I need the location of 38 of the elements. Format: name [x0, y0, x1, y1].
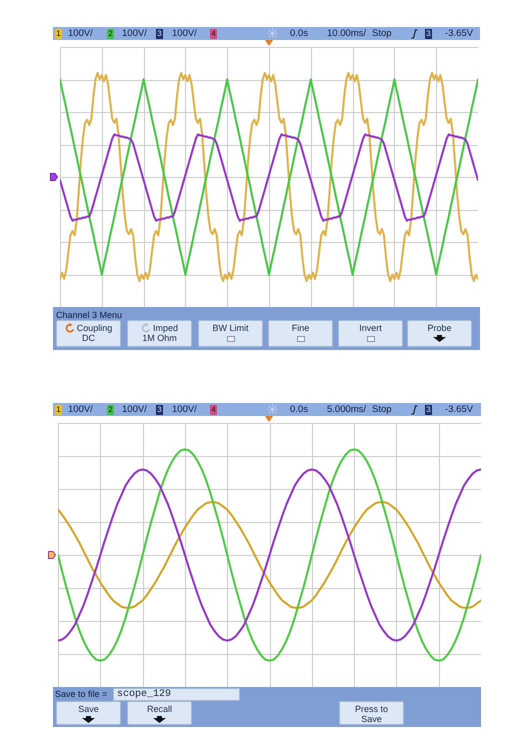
- text: 0.0s: [290, 404, 308, 415]
- text: 4: [210, 404, 217, 414]
- text: -3.65V: [445, 28, 473, 39]
- text: 100V/: [68, 404, 93, 415]
- text: 1: [55, 28, 62, 38]
- text: 100V/: [122, 404, 147, 415]
- text: -3.65V: [445, 404, 473, 415]
- text: 5.000ms/: [327, 404, 366, 415]
- text: 1M Ohm: [142, 333, 177, 343]
- text: 1: [55, 404, 62, 414]
- text: Channel 3 Menu: [56, 310, 122, 320]
- text: Invert: [359, 323, 382, 333]
- text: 100V/: [68, 28, 93, 39]
- text: Coupling: [76, 323, 112, 333]
- text: Save: [78, 704, 99, 714]
- text: Save to file =: [55, 689, 108, 699]
- text: Press to Save: [354, 704, 389, 724]
- text: Imped: [152, 323, 178, 333]
- text: 3: [425, 404, 432, 414]
- text: 3: [425, 28, 432, 38]
- text: BW Limit: [212, 323, 248, 333]
- text: 4: [210, 28, 217, 38]
- text: 100V/: [172, 404, 197, 415]
- text: 3: [156, 28, 163, 38]
- text: scope_129: [117, 689, 172, 700]
- text: Recall: [146, 704, 172, 714]
- text: Stop: [372, 28, 392, 39]
- text: Stop: [372, 404, 392, 415]
- text: 3: [156, 404, 163, 414]
- text: 100V/: [172, 28, 197, 39]
- text: 2: [107, 28, 114, 38]
- text: DC: [82, 333, 95, 343]
- text: 100V/: [122, 28, 147, 39]
- text: Fine: [292, 323, 310, 333]
- text: 0.0s: [290, 28, 308, 39]
- text: 2: [107, 404, 114, 414]
- text: Probe: [427, 323, 452, 333]
- text: 10.00ms/: [327, 28, 366, 39]
